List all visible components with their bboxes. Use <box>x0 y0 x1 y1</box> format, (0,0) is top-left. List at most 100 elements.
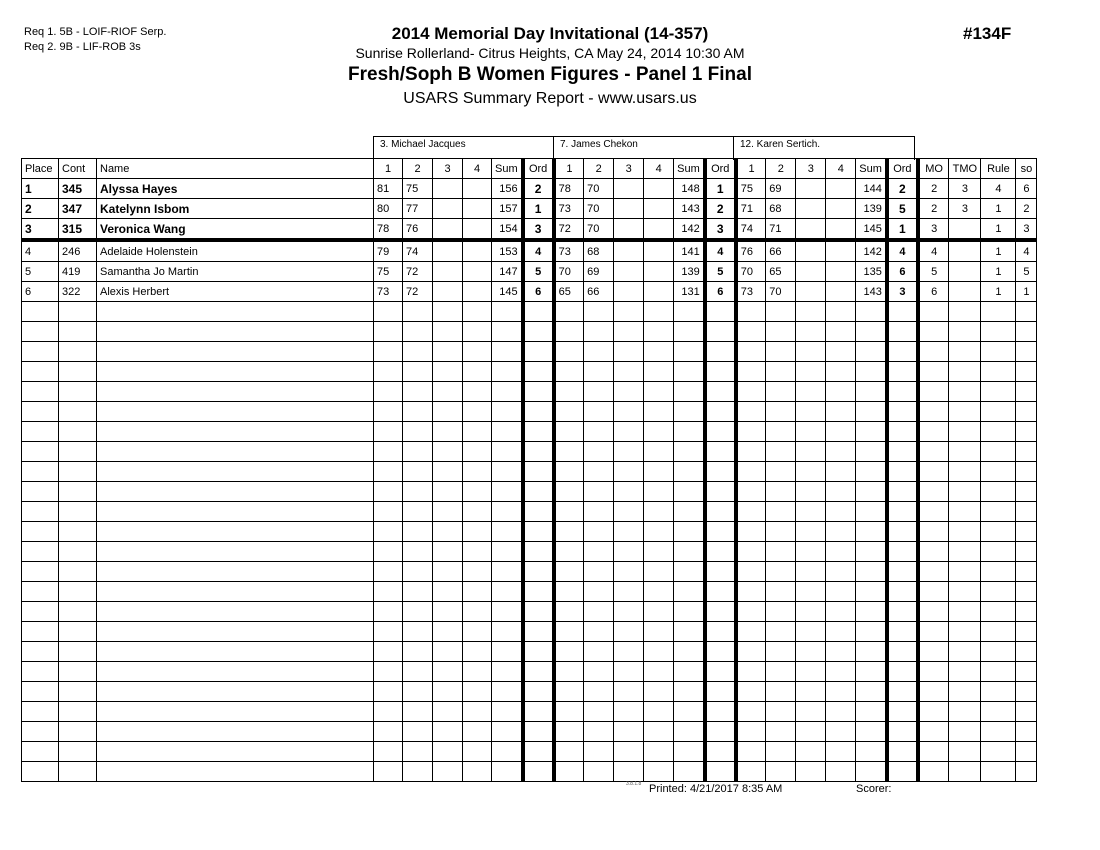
empty-row <box>21 461 1038 482</box>
judge-3-mark-cell <box>735 561 767 582</box>
judge-2-sum-cell <box>673 641 706 662</box>
header-tmo: TMO <box>948 158 982 179</box>
judge-2-sum-cell <box>673 581 706 602</box>
place-cell <box>21 321 59 342</box>
place-cell <box>21 441 59 462</box>
judge-3-mark-cell <box>795 621 827 642</box>
judge-2-mark-cell <box>643 401 675 422</box>
judge-1-mark-cell <box>432 641 463 662</box>
place-cell: 1 <box>21 178 59 199</box>
judge-3-mark-cell <box>735 321 767 342</box>
header-sum: Sum <box>673 158 706 179</box>
judge-3-mark-cell <box>825 681 857 702</box>
judge-3-mark-cell <box>825 441 857 462</box>
contestant-number-cell <box>58 421 97 442</box>
judge-2-mark-cell <box>583 321 615 342</box>
judge-3-mark-cell <box>765 761 797 782</box>
judge-2-mark-cell <box>553 481 585 502</box>
judge-1-ordinal-cell: 2 <box>520 178 556 199</box>
judge-2-sum-cell: 131 <box>673 281 706 302</box>
rule-cell <box>980 741 1017 762</box>
mo-cell <box>917 401 950 422</box>
judge-2-mark-cell <box>613 641 645 662</box>
tmo-cell <box>948 441 982 462</box>
judge-2-mark-cell <box>553 401 585 422</box>
judge-1-mark-cell <box>432 501 463 522</box>
judge-1-mark-cell <box>462 421 492 442</box>
judge-3-mark-cell <box>825 421 857 442</box>
judge-2-sum-cell <box>673 501 706 522</box>
judge-1-mark-cell: 73 <box>373 281 403 302</box>
judge-3-ordinal-cell <box>884 321 920 342</box>
judge-1-mark-cell <box>373 361 403 382</box>
judge-3-mark-cell <box>825 721 857 742</box>
judge-1-ordinal-cell <box>520 521 556 542</box>
judge-1-mark-cell <box>402 641 433 662</box>
judge-1-mark-cell <box>462 721 492 742</box>
skater-name-cell <box>96 601 374 622</box>
judge-1-mark-cell <box>462 381 492 402</box>
judge-2-mark-cell <box>643 741 675 762</box>
judge-1-mark-cell <box>402 481 433 502</box>
judge-1-mark-cell: 75 <box>402 178 433 199</box>
judge-1-mark-cell <box>432 421 463 442</box>
judge-1-mark-cell <box>462 281 492 302</box>
empty-row <box>21 541 1038 562</box>
judge-1-mark-cell <box>432 681 463 702</box>
judge-2-mark-cell <box>613 601 645 622</box>
place-cell <box>21 661 59 682</box>
contestant-number-cell <box>58 381 97 402</box>
header-cont: Cont <box>58 158 97 179</box>
judge-2-mark-cell <box>553 301 585 322</box>
judge-1-ordinal-cell <box>520 701 556 722</box>
judge-3-mark-cell <box>735 301 767 322</box>
so-cell <box>1015 481 1038 502</box>
judge-3-mark-cell <box>735 341 767 362</box>
judge-3-mark-cell <box>795 361 827 382</box>
judge-3-mark-cell <box>825 281 857 302</box>
judge-2-ordinal-cell <box>702 661 738 682</box>
judge-3-ordinal-cell: 3 <box>884 281 920 302</box>
judge-3-ordinal-cell <box>884 601 920 622</box>
judge-3-mark-cell <box>735 501 767 522</box>
judge-1-mark-cell <box>402 761 433 782</box>
requirement-2: Req 2. 9B - LIF-ROB 3s <box>24 41 141 53</box>
header-mark-4: 4 <box>643 158 675 179</box>
judge-2-mark-cell <box>553 701 585 722</box>
rule-cell <box>980 341 1017 362</box>
skater-name-cell <box>96 541 374 562</box>
judge-2-mark-cell: 72 <box>553 218 585 242</box>
judge-3-ordinal-cell <box>884 361 920 382</box>
judge-1-mark-cell <box>432 721 463 742</box>
judge-3-mark-cell: 73 <box>735 281 767 302</box>
judge-3-ordinal-cell <box>884 401 920 422</box>
judge-3-mark-cell <box>735 541 767 562</box>
judge-3-sum-cell <box>855 401 888 422</box>
judge-1-mark-cell <box>373 741 403 762</box>
so-cell <box>1015 721 1038 742</box>
judge-1-mark-cell <box>402 501 433 522</box>
judge-1-mark-cell <box>373 641 403 662</box>
judge-1-mark-cell <box>432 661 463 682</box>
mo-cell <box>917 521 950 542</box>
judge-3-mark-cell <box>735 641 767 662</box>
place-cell <box>21 561 59 582</box>
judge-3-sum-cell <box>855 621 888 642</box>
table-row: 1 345 Alyssa Hayes 81 75 156 2 78 70 148 1 75 69 144 2… <box>21 178 1038 199</box>
judge-1-mark-cell <box>432 239 463 262</box>
judge-2-mark-cell <box>613 421 645 442</box>
judge-3-mark-cell <box>765 441 797 462</box>
judge-2-mark-cell <box>613 361 645 382</box>
judge-3-sum-cell: 143 <box>855 281 888 302</box>
judge-1-mark-cell <box>462 361 492 382</box>
judge-1-mark-cell <box>462 541 492 562</box>
judge-3-ordinal-cell <box>884 761 920 782</box>
empty-row <box>21 481 1038 502</box>
rule-cell <box>980 661 1017 682</box>
judge-1-sum-cell: 153 <box>490 239 524 262</box>
judge-3-mark-cell <box>795 239 827 262</box>
judge-1-ordinal-cell <box>520 581 556 602</box>
judge-2-sum-cell <box>673 761 706 782</box>
judge-2-mark-cell <box>613 178 645 199</box>
tmo-cell <box>948 381 982 402</box>
